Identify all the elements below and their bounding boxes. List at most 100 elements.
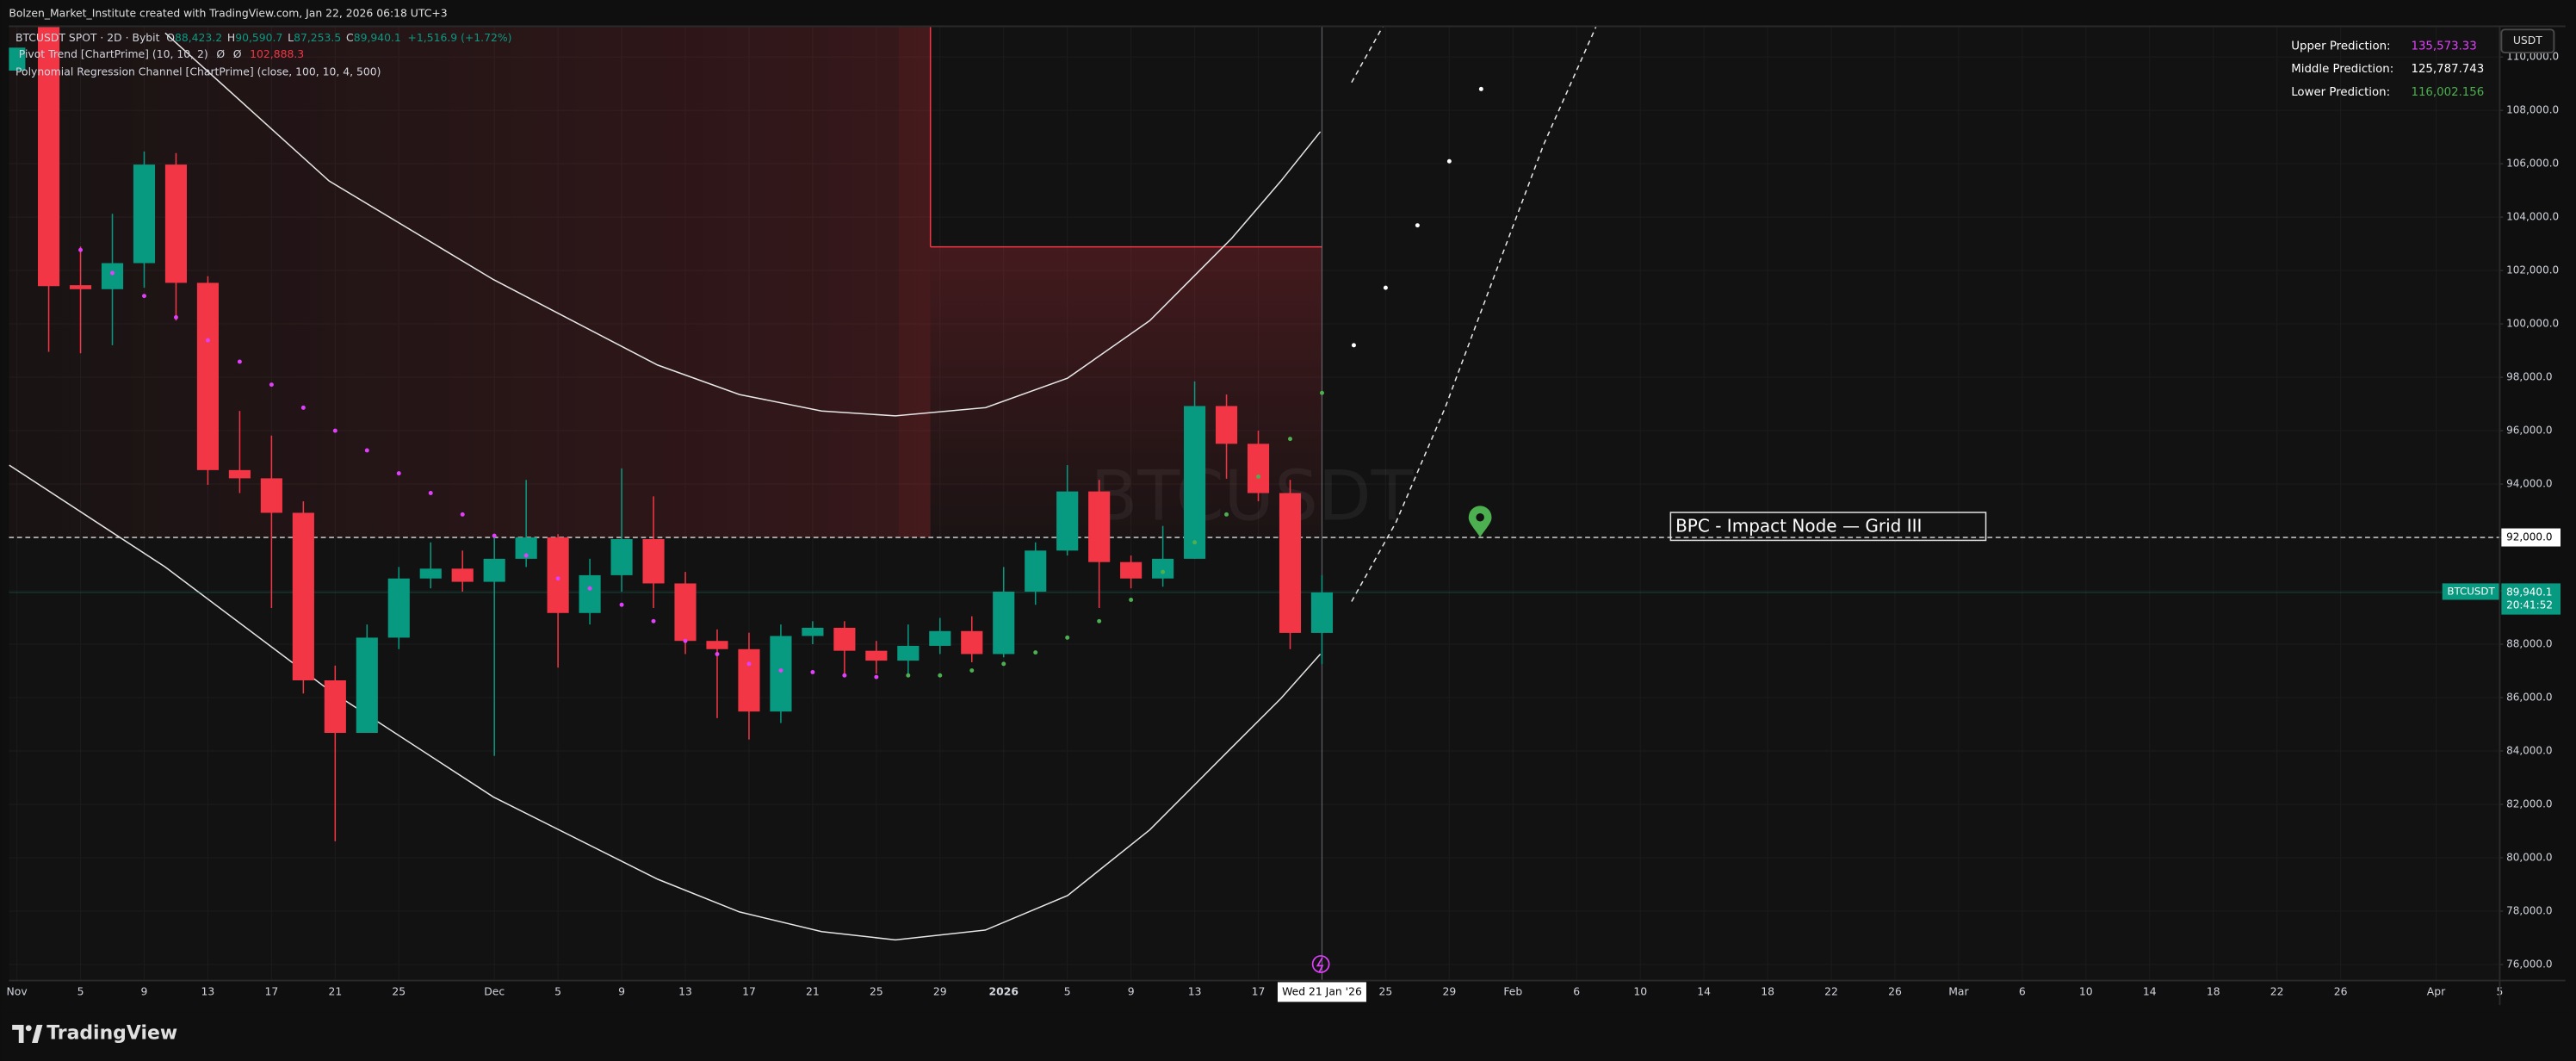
pivot-dot [969, 668, 975, 673]
candle-body [356, 637, 378, 734]
candle-body [642, 538, 665, 584]
x-tick-label: 18 [2207, 984, 2220, 997]
y-tick-label: 106,000.0 [2506, 158, 2559, 170]
pivot-dot [1288, 437, 1292, 442]
pivot-dot [1192, 540, 1198, 545]
candle-body [770, 636, 792, 712]
pivot-dot [396, 471, 401, 476]
x-tick-label: 21 [806, 984, 820, 997]
y-tick-label: 110,000.0 [2506, 51, 2559, 63]
candle-body [961, 630, 983, 655]
pivot-dot [1224, 512, 1229, 517]
y-tick-label: 82,000.0 [2506, 797, 2552, 810]
currency-label: USDT [2513, 34, 2542, 47]
y-tick-label: 84,000.0 [2506, 745, 2552, 757]
candle-body [164, 164, 188, 283]
x-tick-label: 9 [141, 984, 148, 997]
y-tick-label: 96,000.0 [2506, 425, 2552, 437]
candle-body [1215, 406, 1238, 444]
x-tick-label: 10 [2079, 984, 2093, 997]
bear-zone [9, 26, 931, 538]
countdown-label: 20:41:52 [2506, 599, 2553, 611]
x-tick-label: 14 [2143, 984, 2157, 997]
currency-button[interactable] [2500, 28, 2555, 53]
pivot-dot [300, 405, 306, 410]
x-tick-label: 13 [678, 984, 692, 997]
candle-body [101, 263, 124, 289]
bear-zone-band [898, 26, 931, 538]
pivot-dot [587, 586, 592, 591]
hline-label-bg [2501, 528, 2561, 547]
pivot-dot [173, 314, 178, 320]
x-tick-label: 5 [77, 984, 84, 997]
regression-upper [164, 32, 1322, 417]
x-tick-label: Feb [1503, 984, 1522, 997]
pivot-dot [555, 576, 560, 581]
y-tick-label: 76,000.0 [2506, 958, 2552, 970]
candle-body [260, 478, 282, 513]
candle-body [579, 574, 601, 613]
pivot-dot [1161, 569, 1166, 574]
candle-body [1120, 562, 1142, 579]
y-tick-label: 98,000.0 [2506, 371, 2552, 383]
legend-toggle[interactable] [9, 47, 26, 71]
pivot-dot [1097, 618, 1102, 624]
pivot-dot [110, 270, 115, 276]
y-tick-label: 100,000.0 [2506, 318, 2559, 330]
x-tick-label: 6 [1573, 984, 1580, 997]
crosshair-label: Wed 21 Jan '26 [1282, 984, 1362, 997]
x-tick-label: 2026 [989, 984, 1019, 997]
x-tick-label: 17 [742, 984, 756, 997]
candle-body [1088, 491, 1111, 562]
logo-slash [32, 1025, 43, 1044]
candle-body [37, 26, 60, 287]
candle-body [833, 627, 856, 651]
pivot-dot [492, 533, 497, 538]
x-tick-label: 9 [618, 984, 625, 997]
legend-main: BTCUSDT SPOT · 2D · Bybit O88,423.2 H90,… [15, 30, 511, 43]
pivot-dot [332, 428, 337, 433]
legend-key: L [288, 30, 294, 43]
prediction-label: Middle Prediction: [2291, 63, 2393, 76]
x-tick-label: 6 [2019, 984, 2026, 997]
x-tick-label: 29 [933, 984, 947, 997]
y-tick-label: 78,000.0 [2506, 904, 2552, 916]
candle-body [228, 469, 251, 479]
last-price-bg [2501, 583, 2561, 615]
indicator-mark: Ø [216, 47, 225, 59]
y-tick-label: 94,000.0 [2506, 478, 2552, 490]
candle-body [1184, 406, 1206, 559]
indicator-mark: Ø [233, 47, 242, 59]
candle-body [706, 641, 728, 649]
x-tick-label: 22 [1824, 984, 1838, 997]
prediction-value: 125,787.743 [2411, 63, 2484, 76]
pivot-dot [746, 661, 752, 667]
pivot-dot [1383, 285, 1388, 290]
candle-body [1279, 493, 1302, 633]
x-tick-label: 22 [2270, 984, 2284, 997]
event-icon[interactable] [1311, 955, 1330, 973]
y-tick-label: 86,000.0 [2506, 692, 2552, 704]
pivot-dot [523, 553, 529, 558]
pivot-dot [1446, 158, 1452, 164]
x-tick-label: 25 [1379, 984, 1393, 997]
hline-label: 92,000.0 [2506, 531, 2552, 543]
candle-body [69, 285, 92, 289]
predictions-table: Upper Prediction: 135,573.33 Middle Pred… [2291, 40, 2484, 98]
legend-value: 90,590.7 [235, 30, 282, 43]
x-tick-label: Apr [2427, 984, 2446, 997]
legend-value: 88,423.2 [175, 30, 222, 43]
x-tick-label: Dec [484, 984, 505, 997]
pivot-dot [651, 618, 656, 624]
candle-body [865, 650, 888, 661]
legend-value: 87,253.5 [294, 30, 341, 43]
logo-text: TradingView [46, 1023, 177, 1045]
indicator-value: 102,888.3 [250, 47, 304, 59]
footer: TradingView [0, 1008, 2576, 1061]
candle-body [1056, 491, 1079, 551]
pivot-dot [428, 491, 433, 496]
indicator-name: Pivot Trend [ChartPrime] (10, 10, 2) [19, 47, 208, 59]
pivot-dot [1065, 635, 1070, 640]
logo-mark [12, 1025, 24, 1044]
legend-indicator: Polynomial Regression Channel [ChartPrim… [15, 65, 381, 78]
